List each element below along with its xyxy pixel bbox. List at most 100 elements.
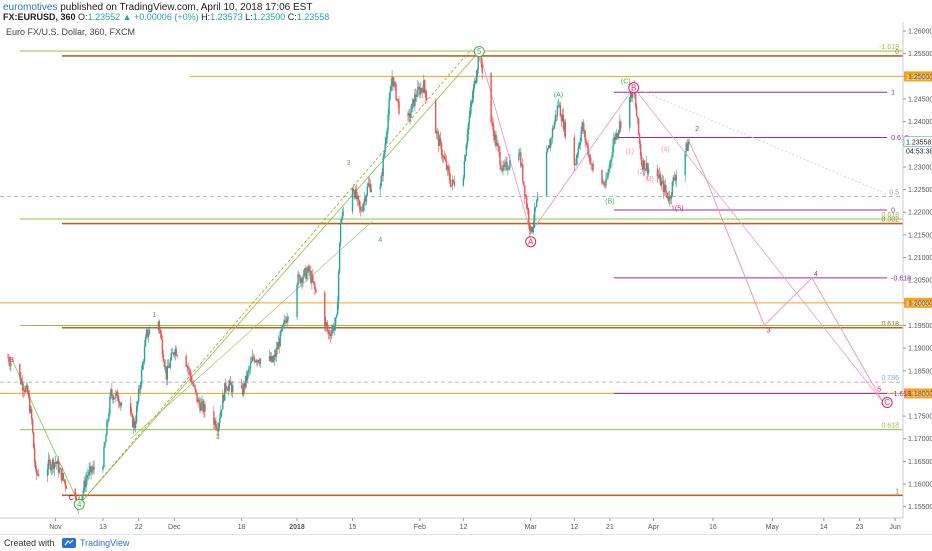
candle-body <box>120 403 122 406</box>
candle-body <box>255 360 258 363</box>
candle-body <box>657 176 660 178</box>
level-label: 0.5 <box>889 189 899 196</box>
candle-body <box>157 321 160 330</box>
candle-body <box>588 154 590 156</box>
candle-body <box>9 362 11 367</box>
candle-body <box>341 211 344 219</box>
candle-body <box>297 274 299 286</box>
candle-body <box>36 474 39 475</box>
candle-body <box>299 275 301 283</box>
candle-body <box>382 157 384 176</box>
candle-body <box>300 278 302 283</box>
candle-body <box>104 442 106 447</box>
candle-body <box>197 399 199 402</box>
candle-body <box>549 138 552 148</box>
candle-body <box>505 161 507 164</box>
candle-body <box>159 330 162 334</box>
fib-label: 1 <box>891 90 895 97</box>
time-tick-label: Dec <box>168 524 181 531</box>
candle-body <box>601 170 603 184</box>
candle-body <box>545 151 548 197</box>
candle-body <box>434 99 437 134</box>
candle-body <box>8 357 10 363</box>
candle-body <box>492 122 494 131</box>
candle-body <box>90 466 92 473</box>
candle-body <box>191 381 193 383</box>
candle-body <box>563 121 566 130</box>
candle-body <box>577 147 579 155</box>
time-tick-label: 18 <box>238 524 246 531</box>
candle-body <box>337 271 340 303</box>
candle-body <box>425 89 427 98</box>
candle-body <box>585 140 587 143</box>
candle-body <box>490 72 492 122</box>
candle-body <box>74 488 76 497</box>
time-tick-label: 15 <box>349 524 357 531</box>
candle-body <box>557 105 560 106</box>
candle-body <box>380 175 382 187</box>
candle-body <box>57 460 60 473</box>
candle-body <box>188 369 190 370</box>
candle-body <box>167 365 170 368</box>
candle-body <box>553 121 556 129</box>
candle-body <box>584 130 586 141</box>
candle-body <box>365 195 368 202</box>
candle-body <box>684 151 686 176</box>
candle-body <box>394 81 396 85</box>
candle-body <box>417 86 419 97</box>
trend-line <box>78 51 480 505</box>
change-value: ▲ +0.00006 (+0%) <box>122 12 199 22</box>
candle-body <box>477 55 479 70</box>
candle-body <box>282 323 284 326</box>
candle-body <box>422 89 424 93</box>
candle-body <box>138 389 141 390</box>
candle-body <box>685 143 687 152</box>
candle-body <box>645 163 648 169</box>
price-tag <box>904 71 932 82</box>
horizontal-levels: 0-1.6181.250000.3820.6181.200000.6181.18… <box>0 44 932 497</box>
candle-body <box>480 51 482 64</box>
candle-body <box>228 385 230 391</box>
tradingview-brand[interactable]: TradingView <box>80 538 130 548</box>
candle-body <box>269 356 272 362</box>
candle-body <box>635 106 638 117</box>
candle-body <box>49 461 52 471</box>
candle-body <box>529 223 531 231</box>
candle-body <box>361 210 364 212</box>
candle-body <box>663 184 666 193</box>
time-tick-label: 21 <box>606 524 614 531</box>
candle-body <box>531 227 534 232</box>
candle-body <box>222 394 224 410</box>
candle-body <box>437 133 440 146</box>
high-value: 1.23573 <box>210 12 243 22</box>
candle-body <box>368 183 371 184</box>
candle-body <box>503 165 505 167</box>
candle-body <box>111 389 113 396</box>
candle-body <box>449 179 452 187</box>
candle-body <box>32 432 35 449</box>
price-chart[interactable]: 0-1.6181.250000.3820.6181.200000.6181.18… <box>0 22 932 534</box>
wave-label: 4 <box>814 271 818 278</box>
candle-body <box>308 266 310 272</box>
candle-body <box>176 355 178 357</box>
candle-body <box>88 469 90 476</box>
candle-body <box>142 361 145 364</box>
candle-body <box>353 191 356 198</box>
candle-body <box>140 369 143 385</box>
candle-body <box>224 383 226 401</box>
candle-body <box>498 146 500 152</box>
candle-body <box>129 403 132 414</box>
candle-body <box>62 473 65 480</box>
candle-body <box>469 106 472 117</box>
candle-body <box>59 468 62 470</box>
candle-body <box>471 98 473 103</box>
author-link[interactable]: euromotives <box>3 2 58 13</box>
candle-body <box>586 142 588 146</box>
candle-body <box>493 130 495 141</box>
candle-body <box>590 163 592 165</box>
candle-body <box>61 473 64 481</box>
candle-body <box>215 420 217 429</box>
candle-body <box>204 404 206 412</box>
candle-body <box>509 160 511 168</box>
